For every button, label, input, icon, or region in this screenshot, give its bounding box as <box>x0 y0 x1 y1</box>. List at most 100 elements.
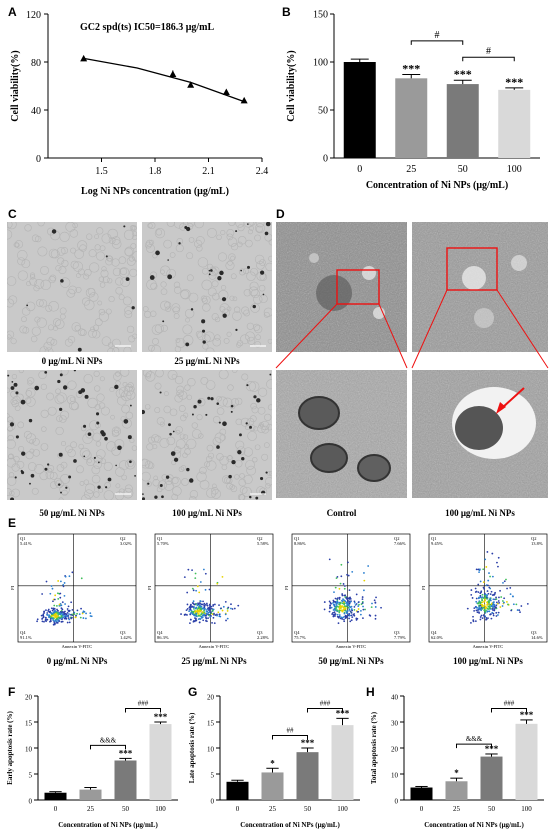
cell-outline <box>238 268 246 276</box>
cell-outline <box>81 297 91 306</box>
cell-outline <box>128 386 135 392</box>
bar-significance: *** <box>119 748 133 758</box>
cell-outline <box>25 390 33 397</box>
cell-outline <box>18 445 25 452</box>
cell-outline <box>240 334 250 345</box>
bar-xtick-label: 50 <box>304 805 312 813</box>
cell-outline <box>196 245 203 252</box>
bar-50 <box>480 756 503 800</box>
np-aggregate <box>172 430 175 433</box>
cell-outline <box>7 229 13 240</box>
cell-outline <box>142 370 152 378</box>
cell-outline <box>230 243 239 251</box>
cell-outline <box>39 299 48 308</box>
a-data-point <box>187 81 195 88</box>
flow-event <box>46 618 49 621</box>
flow-event <box>66 615 69 618</box>
cell-outline <box>223 338 230 344</box>
flow-event <box>359 613 362 616</box>
flow-event <box>60 580 62 583</box>
flow-event <box>475 568 478 571</box>
cell-outline <box>246 465 256 476</box>
cell-outline <box>181 478 189 486</box>
cell-outline <box>106 441 117 452</box>
flow-event <box>224 601 227 603</box>
flow-event <box>50 585 53 587</box>
cell-outline <box>84 483 96 494</box>
cell-outline <box>160 265 171 276</box>
cell-outline <box>106 255 113 262</box>
np-aggregate <box>147 482 150 485</box>
cell-outline <box>115 287 123 295</box>
cell-outline <box>48 300 59 312</box>
flow-event <box>341 618 344 620</box>
cell-outline <box>131 445 137 451</box>
cell-outline <box>174 446 182 454</box>
cell-outline <box>263 311 270 318</box>
flow-event <box>475 609 478 612</box>
cell-outline <box>123 346 132 352</box>
cell-outline <box>8 472 15 478</box>
flow-event <box>203 605 206 608</box>
micrograph-100 <box>142 370 272 500</box>
cell-outline <box>69 396 75 402</box>
cell-outline <box>222 475 231 484</box>
cell-outline <box>12 395 21 404</box>
a-xtick-label: 2.1 <box>202 166 215 177</box>
cell-outline <box>256 486 266 496</box>
flow-event <box>371 602 373 605</box>
flow-event <box>216 582 219 585</box>
cell-outline <box>118 294 125 301</box>
cell-outline <box>112 347 120 352</box>
cell-outline <box>69 229 79 238</box>
flow-event <box>338 609 341 612</box>
np-aggregate <box>219 270 224 276</box>
flow-event <box>71 571 74 574</box>
cell-outline <box>30 335 38 343</box>
flow-event <box>53 610 56 613</box>
bar-50 <box>446 84 479 158</box>
bar-ytick-label: 10 <box>207 746 215 754</box>
flow-event <box>477 597 480 600</box>
flow-event <box>503 601 505 604</box>
bar-bracket <box>307 707 343 713</box>
cell-outline <box>263 442 270 449</box>
np-aggregate <box>51 229 57 234</box>
cell-outline <box>7 222 17 230</box>
flow-event <box>45 609 47 612</box>
flow-event <box>54 619 57 622</box>
flow-event <box>202 600 204 603</box>
cell-outline <box>147 462 155 469</box>
cell-outline <box>259 259 266 266</box>
flow-event <box>75 614 77 617</box>
bar-significance: *** <box>154 712 168 722</box>
cell-outline <box>25 396 36 407</box>
bar-bracket-label: ## <box>287 727 295 735</box>
cell-outline <box>172 306 180 314</box>
cell-outline <box>188 237 195 243</box>
cell-outline <box>178 466 185 473</box>
flow-event <box>351 570 354 573</box>
flow-event <box>61 608 64 611</box>
np-aggregate <box>228 474 232 479</box>
cell-outline <box>105 308 112 315</box>
flow-event <box>192 589 195 592</box>
np-aggregate <box>217 276 222 281</box>
flow-event <box>205 619 207 622</box>
flow-event <box>481 601 484 604</box>
bar-25 <box>395 78 428 158</box>
np-aggregate <box>83 455 86 458</box>
cell-outline <box>142 458 149 467</box>
cell-outline <box>94 403 101 410</box>
flow-event <box>334 613 336 616</box>
cell-outline <box>164 391 169 397</box>
bar-0 <box>44 792 67 800</box>
flow-event <box>363 579 366 582</box>
cell-outline <box>218 370 229 380</box>
flow-event <box>196 585 199 588</box>
cell-outline <box>7 387 11 393</box>
flow-event <box>479 580 482 583</box>
flow-event <box>362 617 364 620</box>
cell-outline <box>236 446 246 456</box>
cell-outline <box>252 457 258 463</box>
